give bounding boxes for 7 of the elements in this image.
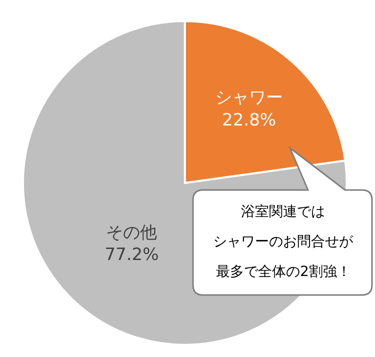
data-label: 22.8% — [222, 110, 276, 130]
text: 最多で全体の2割強！ — [216, 264, 351, 280]
data-label: 77.2% — [104, 245, 159, 266]
text: シャワーのお問合せが — [213, 234, 354, 250]
slice-label: シャワー — [215, 88, 284, 108]
slice-label: その他 — [106, 222, 158, 243]
text: 浴室関連では — [241, 204, 325, 220]
